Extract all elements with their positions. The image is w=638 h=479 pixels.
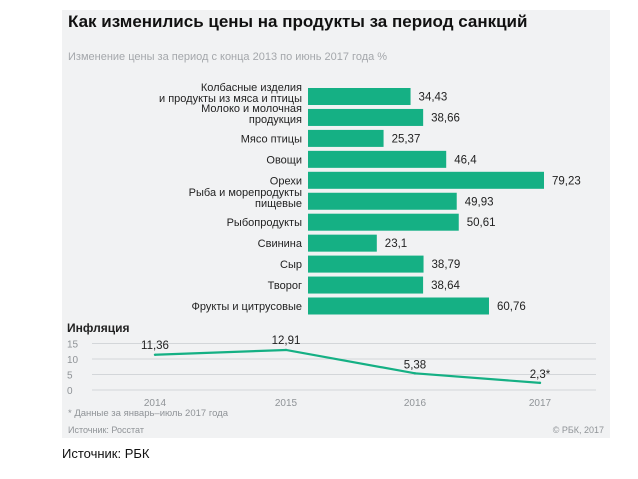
chart-title: Как изменились цены на продукты за перио…: [68, 12, 528, 31]
point-value-label: 12,91: [272, 335, 301, 347]
bar: [308, 171, 544, 189]
bar: [308, 276, 424, 294]
bar: [308, 234, 377, 252]
y-tick-label: 10: [67, 355, 79, 366]
bar-value-label: 49,93: [465, 196, 494, 208]
bar-value-label: 25,37: [392, 133, 421, 145]
point-value-label: 5,38: [404, 359, 426, 371]
bar-value-label: 38,66: [431, 112, 460, 124]
x-tick-label: 2016: [404, 398, 427, 409]
x-tick-label: 2017: [529, 398, 552, 409]
data-point: [284, 348, 288, 352]
data-point: [538, 381, 542, 385]
y-tick-label: 5: [67, 371, 73, 382]
category-label: Молоко и молочная: [201, 103, 302, 115]
category-label: Рыба и морепродукты: [189, 187, 302, 199]
x-tick-label: 2015: [275, 398, 298, 409]
y-tick-label: 0: [67, 386, 73, 397]
bar-value-label: 50,61: [467, 217, 496, 229]
footnote: * Данные за январь–июль 2017 года: [68, 408, 228, 419]
bar: [308, 88, 411, 105]
point-value-label: 2,3*: [530, 369, 551, 381]
bar: [308, 129, 384, 147]
inflation-line: [154, 348, 541, 384]
inflation-line-chart: 0 5 10 15 11,36 2014 12,91 2015 5,38 2016 2,3* 2017: [67, 335, 596, 409]
bar: [308, 108, 424, 126]
bar-value-label: 79,23: [552, 175, 581, 187]
point-value-label: 11,36: [141, 340, 169, 352]
category-label: Колбасные изделия: [201, 82, 302, 94]
source-left: Источник: Росстат: [68, 425, 144, 435]
category-label: Свинина: [258, 238, 303, 250]
bar-value-label: 23,1: [385, 238, 407, 250]
category-label: и продукты из мяса и птицы: [159, 93, 302, 105]
bar-value-label: 38,64: [431, 280, 460, 292]
data-point: [413, 372, 417, 375]
bar-value-label: 38,79: [432, 259, 461, 271]
bar: [308, 150, 447, 168]
bar-value-label: 34,43: [419, 92, 448, 104]
chart-subtitle: Изменение цены за период с конца 2013 по…: [68, 51, 388, 63]
y-tick-label: 15: [67, 340, 79, 351]
copyright: © РБК, 2017: [552, 425, 604, 435]
bar: [308, 213, 459, 231]
bar: [308, 192, 457, 210]
caption: Источник: РБК: [62, 446, 150, 461]
category-label: Сыр: [280, 259, 302, 271]
x-tick-label: 2014: [144, 398, 167, 409]
bar-value-label: 46,4: [454, 154, 477, 166]
inflation-title: Инфляция: [67, 321, 130, 335]
data-point: [153, 353, 157, 356]
category-label: Фрукты и цитрусовые: [192, 301, 302, 313]
bar: [308, 255, 424, 273]
category-label: продукция: [249, 114, 302, 126]
category-label: Рыбопродукты: [227, 217, 303, 229]
category-label: Орехи: [270, 175, 302, 187]
category-label: Творог: [268, 280, 302, 292]
bar-value-label: 60,76: [497, 301, 526, 313]
category-label: пищевые: [255, 198, 302, 210]
category-label: Овощи: [266, 154, 302, 166]
bar: [308, 297, 489, 315]
category-label: Мясо птицы: [241, 133, 302, 145]
